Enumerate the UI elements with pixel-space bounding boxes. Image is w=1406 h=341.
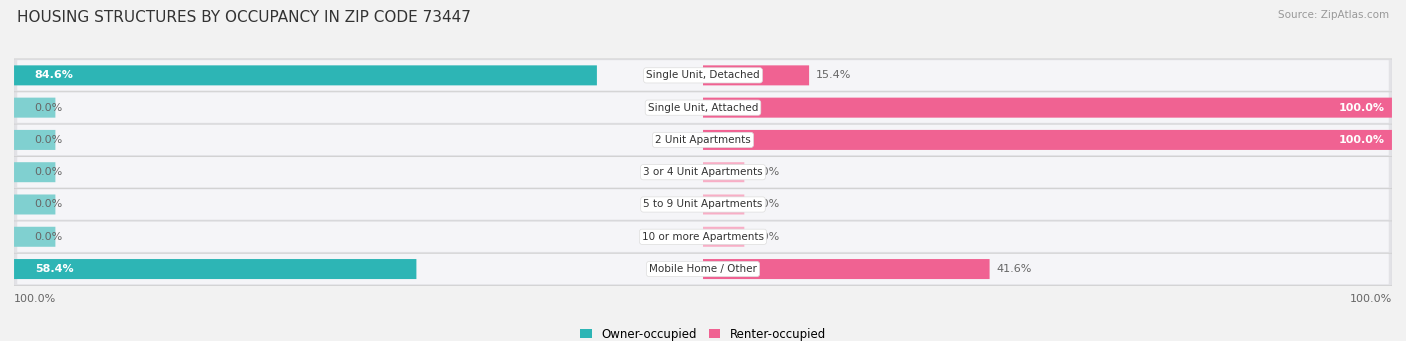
Text: 0.0%: 0.0%: [34, 103, 62, 113]
Text: 100.0%: 100.0%: [1350, 294, 1392, 303]
FancyBboxPatch shape: [17, 222, 1389, 252]
FancyBboxPatch shape: [14, 253, 1392, 285]
FancyBboxPatch shape: [14, 227, 55, 247]
FancyBboxPatch shape: [703, 130, 1392, 150]
Text: 0.0%: 0.0%: [751, 232, 779, 242]
Text: 2 Unit Apartments: 2 Unit Apartments: [655, 135, 751, 145]
FancyBboxPatch shape: [14, 156, 1392, 189]
Text: 0.0%: 0.0%: [34, 199, 62, 209]
Text: 0.0%: 0.0%: [34, 135, 62, 145]
FancyBboxPatch shape: [17, 60, 1389, 90]
Text: 5 to 9 Unit Apartments: 5 to 9 Unit Apartments: [644, 199, 762, 209]
FancyBboxPatch shape: [703, 194, 744, 214]
Text: Mobile Home / Other: Mobile Home / Other: [650, 264, 756, 274]
Text: 0.0%: 0.0%: [34, 232, 62, 242]
FancyBboxPatch shape: [14, 188, 1392, 221]
FancyBboxPatch shape: [703, 162, 744, 182]
FancyBboxPatch shape: [703, 259, 990, 279]
Text: 0.0%: 0.0%: [34, 167, 62, 177]
Text: Source: ZipAtlas.com: Source: ZipAtlas.com: [1278, 10, 1389, 20]
Text: 84.6%: 84.6%: [35, 70, 73, 80]
FancyBboxPatch shape: [703, 98, 1392, 118]
FancyBboxPatch shape: [14, 220, 1392, 253]
Legend: Owner-occupied, Renter-occupied: Owner-occupied, Renter-occupied: [579, 328, 827, 341]
Text: 15.4%: 15.4%: [815, 70, 852, 80]
FancyBboxPatch shape: [14, 65, 598, 85]
Text: Single Unit, Attached: Single Unit, Attached: [648, 103, 758, 113]
FancyBboxPatch shape: [14, 194, 55, 214]
FancyBboxPatch shape: [14, 91, 1392, 124]
FancyBboxPatch shape: [14, 98, 55, 118]
Text: 100.0%: 100.0%: [1339, 135, 1385, 145]
FancyBboxPatch shape: [17, 254, 1389, 284]
FancyBboxPatch shape: [14, 123, 1392, 157]
FancyBboxPatch shape: [17, 92, 1389, 123]
Text: 41.6%: 41.6%: [997, 264, 1032, 274]
Text: Single Unit, Detached: Single Unit, Detached: [647, 70, 759, 80]
Text: 100.0%: 100.0%: [1339, 103, 1385, 113]
Text: 10 or more Apartments: 10 or more Apartments: [643, 232, 763, 242]
FancyBboxPatch shape: [17, 125, 1389, 155]
Text: 0.0%: 0.0%: [751, 167, 779, 177]
Text: 58.4%: 58.4%: [35, 264, 73, 274]
FancyBboxPatch shape: [17, 189, 1389, 220]
Text: 0.0%: 0.0%: [751, 199, 779, 209]
FancyBboxPatch shape: [14, 59, 1392, 92]
FancyBboxPatch shape: [703, 65, 808, 85]
Text: HOUSING STRUCTURES BY OCCUPANCY IN ZIP CODE 73447: HOUSING STRUCTURES BY OCCUPANCY IN ZIP C…: [17, 10, 471, 25]
FancyBboxPatch shape: [703, 227, 744, 247]
FancyBboxPatch shape: [14, 162, 55, 182]
FancyBboxPatch shape: [14, 259, 416, 279]
Text: 3 or 4 Unit Apartments: 3 or 4 Unit Apartments: [643, 167, 763, 177]
FancyBboxPatch shape: [17, 157, 1389, 187]
Text: 100.0%: 100.0%: [14, 294, 56, 303]
FancyBboxPatch shape: [14, 130, 55, 150]
